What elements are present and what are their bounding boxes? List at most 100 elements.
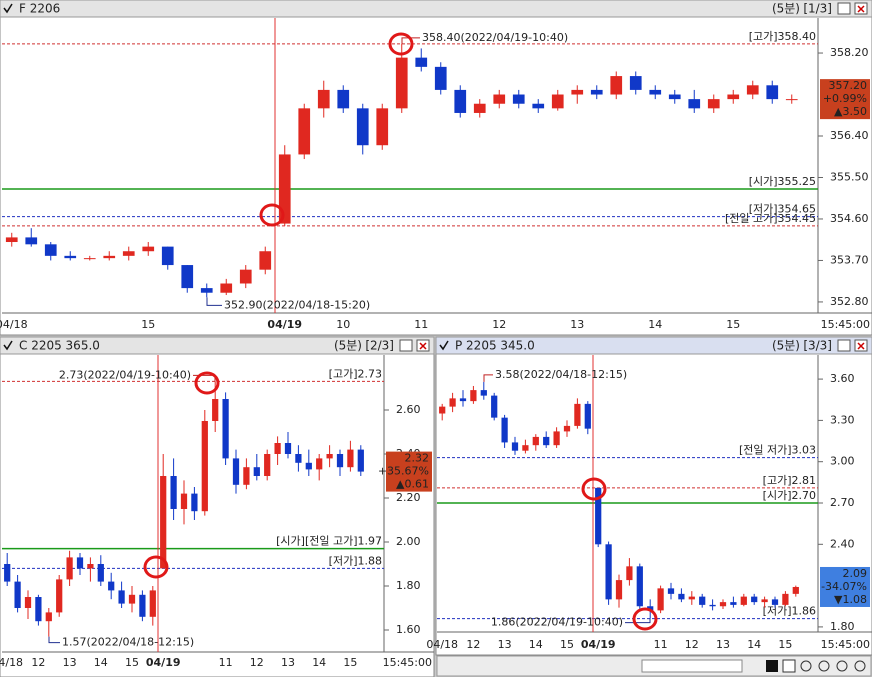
close-icon[interactable] xyxy=(857,342,865,350)
scrollbar[interactable] xyxy=(436,655,872,677)
reference-label: [저가]1.88 xyxy=(329,554,382,567)
stop-button[interactable] xyxy=(766,660,778,672)
candle-body xyxy=(336,454,344,468)
window-button[interactable] xyxy=(837,339,851,352)
candle-body xyxy=(243,467,250,485)
price-box-label: -34.07% xyxy=(821,580,867,593)
candle-body xyxy=(76,557,84,569)
candle-body xyxy=(108,581,115,591)
x-tick-label: 13 xyxy=(716,638,730,651)
candle-body xyxy=(200,288,213,293)
x-tick-label: 04/18 xyxy=(0,318,28,331)
x-tick-label: 12 xyxy=(685,638,699,651)
x-tick-label: 14 xyxy=(747,638,761,651)
candle-body xyxy=(551,94,564,109)
candle-body xyxy=(298,108,311,155)
y-tick-label: 3.60 xyxy=(830,372,855,385)
candle-body xyxy=(170,476,177,509)
reference-label: [고가]2.73 xyxy=(329,367,382,380)
candle-body xyxy=(357,449,364,472)
candle-body xyxy=(239,269,252,284)
panel-title: F 2206 xyxy=(19,2,60,16)
y-tick-label: 3.00 xyxy=(830,455,855,468)
candle-body xyxy=(149,590,156,617)
candle-body xyxy=(395,57,408,109)
candle-body xyxy=(5,237,18,243)
x-tick-label: 12 xyxy=(31,656,45,669)
candle-body xyxy=(278,154,291,224)
x-tick-label: 13 xyxy=(570,318,584,331)
scrollbar-thumb[interactable] xyxy=(641,659,743,673)
candle-body xyxy=(688,99,701,109)
reference-label: [고가]2.81 xyxy=(763,474,816,487)
candle-body xyxy=(584,403,591,429)
price-box-label: +35.67% xyxy=(378,465,429,478)
candle-body xyxy=(761,599,768,603)
y-tick-label: 2.20 xyxy=(396,491,421,504)
checkbox[interactable] xyxy=(3,340,13,351)
candle-body xyxy=(574,403,581,426)
reference-label: [시가][전일 고가]1.97 xyxy=(276,534,382,548)
window-button[interactable] xyxy=(399,339,413,352)
checkbox[interactable] xyxy=(439,340,449,351)
highlight-circle xyxy=(259,203,285,227)
y-tick-label: 358.20 xyxy=(830,46,869,59)
candle-body xyxy=(118,590,125,604)
page-label: [1/3] xyxy=(803,2,832,16)
candle-body xyxy=(449,398,456,407)
panel-header xyxy=(0,336,435,355)
panel-header xyxy=(435,336,872,355)
candle-body xyxy=(699,596,706,605)
annotation-label: 352.90(2022/04/18-15:20) xyxy=(224,298,370,311)
candle-body xyxy=(160,476,167,569)
price-box-label: 2.32 xyxy=(405,452,430,465)
candle-body xyxy=(785,99,798,101)
page-label: [2/3] xyxy=(365,339,394,353)
close-icon[interactable] xyxy=(857,5,865,13)
window-button[interactable] xyxy=(837,2,851,15)
candle-body xyxy=(24,597,32,608)
candle-body xyxy=(4,564,11,582)
candle-body xyxy=(709,604,716,607)
scroll-button[interactable] xyxy=(782,659,796,673)
candle-body xyxy=(707,99,720,109)
candle-body xyxy=(337,89,350,109)
candle-body xyxy=(636,566,643,607)
candle-body xyxy=(376,108,389,146)
candle-body xyxy=(14,581,21,608)
candle-body xyxy=(356,108,369,146)
price-box-label: +0.99% xyxy=(823,92,867,105)
annotation-pointer xyxy=(483,374,493,382)
candle-body xyxy=(590,89,603,95)
annotation-pointer xyxy=(401,37,420,44)
price-box xyxy=(820,79,870,120)
zoom-out[interactable] xyxy=(818,660,830,672)
price-box-label: 357.20 xyxy=(829,79,868,92)
annotation-pointer xyxy=(206,297,222,306)
candle-body xyxy=(161,246,174,266)
candle-body xyxy=(103,255,116,259)
candle-body xyxy=(305,462,312,470)
interval-label: (5분) xyxy=(772,2,800,16)
candle-body xyxy=(782,593,789,605)
candle-body xyxy=(415,57,428,67)
highlight-circle xyxy=(143,555,169,579)
x-tick-label: 04/19 xyxy=(267,318,302,331)
candle-body xyxy=(35,597,42,622)
candle-body xyxy=(571,89,584,95)
close-icon[interactable] xyxy=(419,342,427,350)
candle-body xyxy=(180,493,188,509)
x-tick-label: 14 xyxy=(312,656,326,669)
candle-body xyxy=(212,399,219,421)
settings[interactable] xyxy=(854,660,866,672)
zoom-reset[interactable] xyxy=(836,660,848,672)
price-box xyxy=(386,451,432,492)
candle-body xyxy=(480,390,487,396)
highlight-circle xyxy=(388,32,414,56)
zoom-in[interactable] xyxy=(800,660,812,672)
candle-body xyxy=(454,89,467,113)
candle-body xyxy=(751,596,758,603)
checkbox[interactable] xyxy=(3,3,13,14)
candle-body xyxy=(66,557,73,580)
